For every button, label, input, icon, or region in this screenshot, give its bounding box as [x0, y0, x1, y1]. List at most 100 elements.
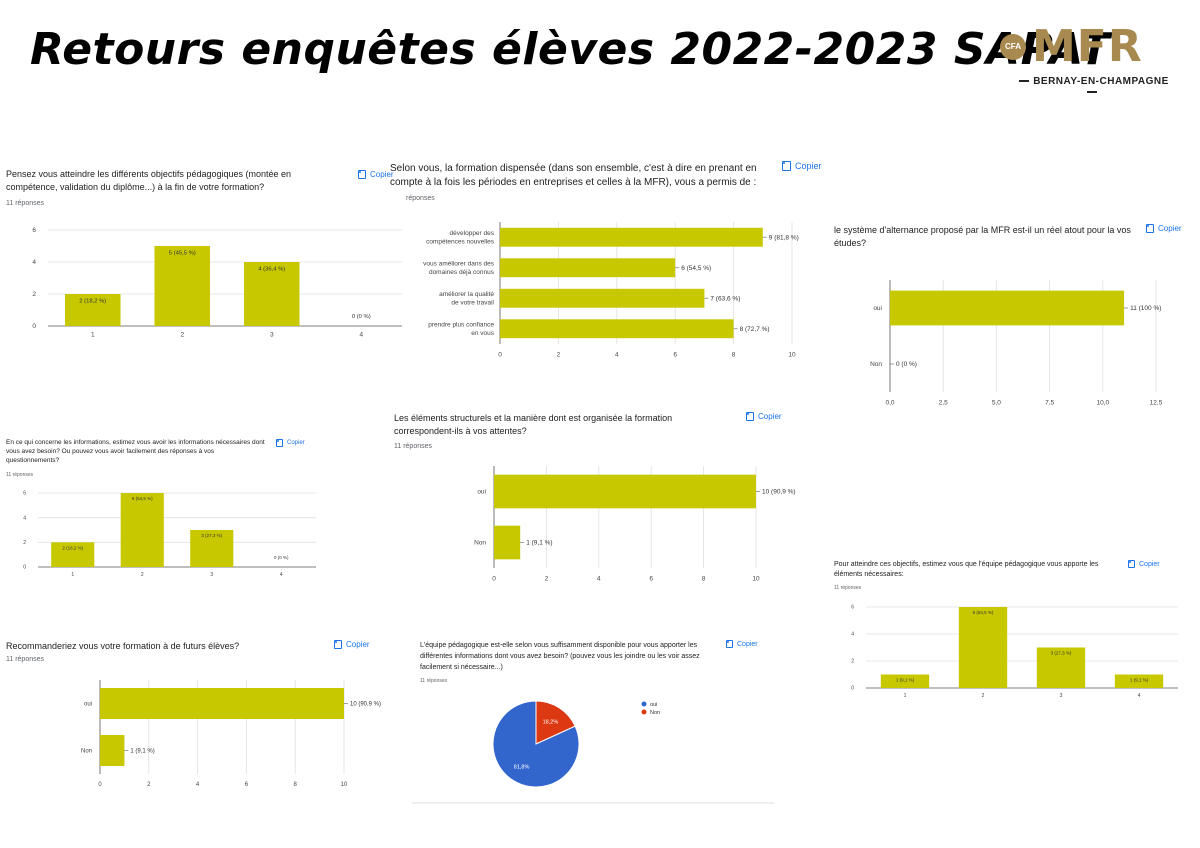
- x-tick-label: 0: [498, 352, 502, 359]
- question-text: le système d'alternance proposé par la M…: [834, 225, 1131, 248]
- y-tick-label: 4: [32, 259, 36, 266]
- bar-chart: 0 2 4 6 8 10 10 (90,9 %) oui 1 (9,1 %) Non: [474, 466, 796, 583]
- category-label: développer des: [450, 230, 495, 237]
- bar: [500, 258, 676, 278]
- copy-button[interactable]: Copier: [276, 439, 305, 447]
- bar: [154, 246, 210, 326]
- x-tick-label: 6: [673, 352, 677, 359]
- y-tick-label: 6: [32, 227, 36, 234]
- x-tick-label: 6: [245, 782, 249, 788]
- x-tick-label: 1: [91, 332, 95, 339]
- x-tick-label: 4: [196, 782, 200, 788]
- question-text: Pour atteindre ces objectifs, estimez vo…: [834, 561, 1099, 578]
- question-text: En ce qui concerne les informations, est…: [6, 439, 265, 464]
- data-label: 5 (45,5 %): [169, 251, 196, 257]
- data-label: 2 (18,2 %): [62, 545, 83, 550]
- x-tick-label: 2: [557, 352, 561, 359]
- category-label: compétences nouvelles: [426, 239, 495, 246]
- bar: [120, 493, 164, 567]
- bar: [500, 319, 734, 339]
- copy-icon: [1146, 224, 1154, 233]
- chart-card-structure: Les éléments structurels et la manière d…: [390, 410, 800, 595]
- bar-chart: 0 2 4 6 1 (9,1 %) 1 6 (54,5 %) 2 3 (27,3 %) 3 1 (9…: [851, 605, 1178, 699]
- copy-button[interactable]: Copier: [1146, 224, 1182, 233]
- logo-mfr-text: MFR: [1032, 21, 1143, 72]
- y-tick-label: 2: [23, 540, 26, 546]
- responses-count: 11 réponses: [420, 678, 448, 684]
- category-label: de votre travail: [451, 300, 494, 307]
- x-tick-label: 4: [280, 572, 283, 578]
- data-label: 0 (0 %): [896, 361, 917, 368]
- bar-chart: 0 2 4 6 8 10 9 (81,8 %) développer des compétenc…: [423, 222, 799, 359]
- bar: [244, 262, 300, 326]
- copy-button[interactable]: Copier: [782, 161, 822, 171]
- cfa-badge: CFA: [1000, 34, 1026, 60]
- chart-card-recommandation: Recommanderiez vous votre formation à de…: [4, 638, 404, 798]
- copy-icon: [276, 439, 283, 447]
- category-label: améliorer la qualité: [439, 291, 494, 298]
- bar-chart: 0 2 4 6 2 (18,2 %) 1 6 (54,5 %) 2 3 (27,3 %) 3 0 (…: [23, 491, 316, 578]
- copy-button[interactable]: Copier: [358, 170, 394, 179]
- data-label: 1 (9,1 %): [130, 749, 154, 755]
- copy-button[interactable]: Copier: [746, 412, 782, 421]
- x-tick-label: 2: [982, 693, 985, 699]
- responses-count: réponses: [406, 195, 435, 202]
- legend-label: Non: [650, 710, 660, 716]
- chart-card-disponibilite: L'équipe pédagogique est-elle selon vous…: [412, 636, 774, 804]
- mfr-logo: CFA MFR BERNAY-EN-CHAMPAGNE: [996, 22, 1176, 94]
- bar: [190, 530, 234, 567]
- copy-button[interactable]: Copier: [726, 640, 758, 648]
- category-label: vous améliorer dans des: [423, 261, 495, 268]
- x-tick-label: 4: [597, 576, 601, 583]
- copy-icon: [1128, 560, 1135, 568]
- responses-count: 11 réponses: [6, 200, 45, 207]
- bar-chart: 0 2 4 6 8 10 10 (90,9 %) oui 1 (9,1 %) Non: [81, 680, 381, 788]
- x-tick-label: 8: [732, 352, 736, 359]
- copy-icon: [358, 170, 366, 179]
- responses-count: 11 réponses: [394, 443, 433, 450]
- y-tick-label: 2: [32, 291, 36, 298]
- copy-button[interactable]: Copier: [1128, 560, 1160, 568]
- y-tick-label: 4: [851, 632, 854, 638]
- y-tick-label: 0: [851, 686, 854, 692]
- category-label: en vous: [471, 330, 495, 337]
- x-tick-label: 7,5: [1045, 400, 1054, 407]
- data-label: 4 (36,4 %): [258, 267, 285, 273]
- x-tick-label: 2: [180, 332, 184, 339]
- bar: [65, 294, 121, 326]
- question-text: Selon vous, la formation dispensée (dans…: [390, 163, 757, 188]
- x-tick-label: 3: [210, 572, 213, 578]
- responses-count: 11 réponses: [6, 472, 34, 478]
- category-label: Non: [474, 540, 486, 547]
- bar: [880, 674, 930, 688]
- bar: [958, 607, 1008, 688]
- bar: [494, 525, 521, 560]
- x-tick-label: 4: [359, 332, 363, 339]
- y-tick-label: 4: [23, 515, 26, 521]
- x-tick-label: 3: [270, 332, 274, 339]
- x-tick-label: 1: [71, 572, 74, 578]
- bar: [1036, 647, 1086, 688]
- data-label: 10 (90,9 %): [350, 702, 381, 708]
- bar: [500, 288, 705, 308]
- pie-slice: [535, 700, 576, 745]
- data-label: 3 (27,3 %): [201, 533, 222, 538]
- x-tick-label: 1: [904, 693, 907, 699]
- y-tick-label: 2: [851, 659, 854, 665]
- responses-count: 11 réponses: [6, 656, 45, 663]
- chart-card-informations: En ce qui concerne les informations, est…: [4, 438, 320, 582]
- copy-button[interactable]: Copier: [334, 640, 370, 649]
- y-tick-label: 6: [23, 491, 26, 497]
- bar-chart: 0 2 4 6 2 (18,2 %) 1 5 (45,5 %) 2 4 (36,4 %) 3 0 (…: [32, 227, 402, 339]
- data-label: 9 (81,8 %): [769, 234, 799, 241]
- category-label: oui: [477, 489, 486, 496]
- data-label: 7 (63,6 %): [710, 295, 740, 302]
- category-label: oui: [84, 702, 92, 708]
- bar: [100, 687, 344, 720]
- data-label: 6 (54,5 %): [681, 265, 711, 272]
- x-tick-label: 10,0: [1096, 400, 1109, 407]
- question-text: Recommanderiez vous votre formation à de…: [6, 641, 240, 651]
- data-label: 0 (0 %): [352, 314, 371, 320]
- category-label: Non: [81, 749, 92, 755]
- pie-chart: 18,2% 81,8% oui Non: [412, 700, 774, 804]
